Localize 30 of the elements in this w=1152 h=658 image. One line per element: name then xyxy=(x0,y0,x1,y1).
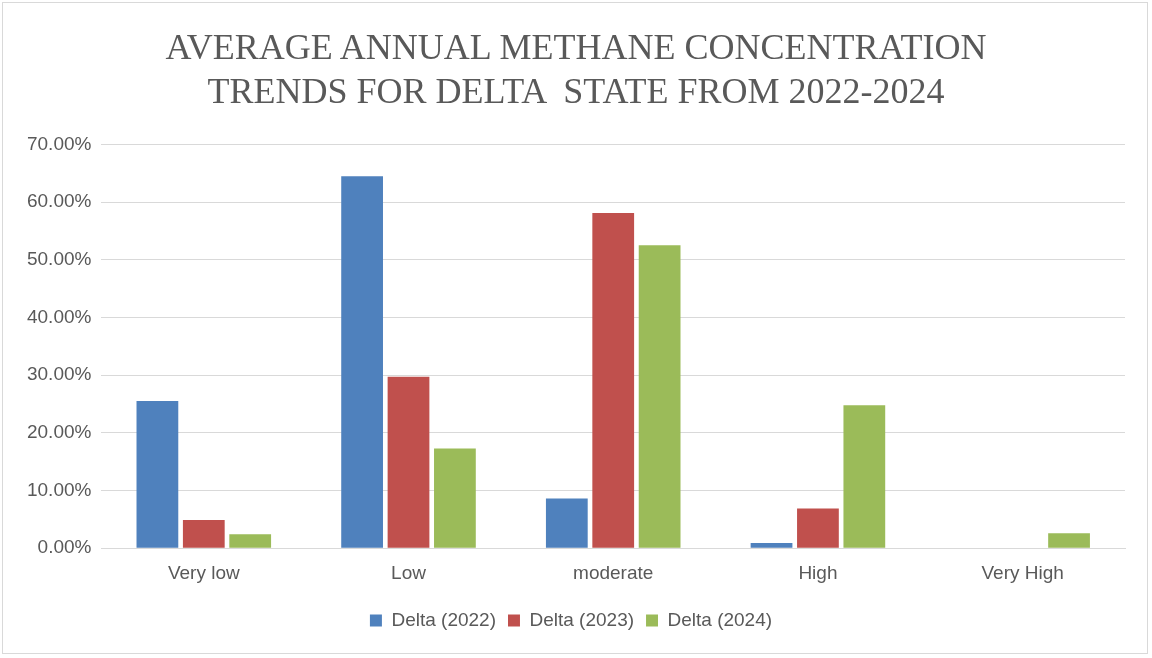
bar xyxy=(1048,533,1090,548)
y-tick-label: 70.00% xyxy=(26,132,92,154)
x-tick-label: moderate xyxy=(573,561,654,583)
x-tick-label: Very low xyxy=(167,561,240,583)
chart-title: AVERAGE ANNUAL METHANE CONCENTRATION TRENDS FOR DELTA STATE FROM 2022-2024 xyxy=(164,26,988,113)
bar xyxy=(592,213,635,548)
y-tick-label: 40.00% xyxy=(26,305,92,327)
legend-label: Delta (2024) xyxy=(667,608,773,630)
legend-label: Delta (2022) xyxy=(391,608,496,630)
y-tick-label: 20.00% xyxy=(26,421,92,443)
bar xyxy=(797,508,839,548)
y-tick-label: 50.00% xyxy=(26,248,92,270)
bar xyxy=(387,376,430,548)
bar xyxy=(843,405,886,548)
bar xyxy=(750,543,793,548)
bar xyxy=(136,401,179,548)
x-tick-label: Low xyxy=(391,561,427,583)
x-tick-label: High xyxy=(798,561,838,583)
bar xyxy=(638,245,681,548)
bar xyxy=(434,448,476,548)
y-tick-label: 30.00% xyxy=(26,363,92,385)
bar xyxy=(545,498,588,548)
bar xyxy=(341,176,383,548)
x-tick-label: Very High xyxy=(981,561,1064,583)
y-tick-label: 10.00% xyxy=(26,478,92,500)
bar xyxy=(182,519,225,548)
bar xyxy=(229,534,272,548)
y-tick-label: 60.00% xyxy=(26,190,92,212)
y-tick-label: 0.00% xyxy=(37,536,92,558)
legend-label: Delta (2023) xyxy=(529,608,635,630)
